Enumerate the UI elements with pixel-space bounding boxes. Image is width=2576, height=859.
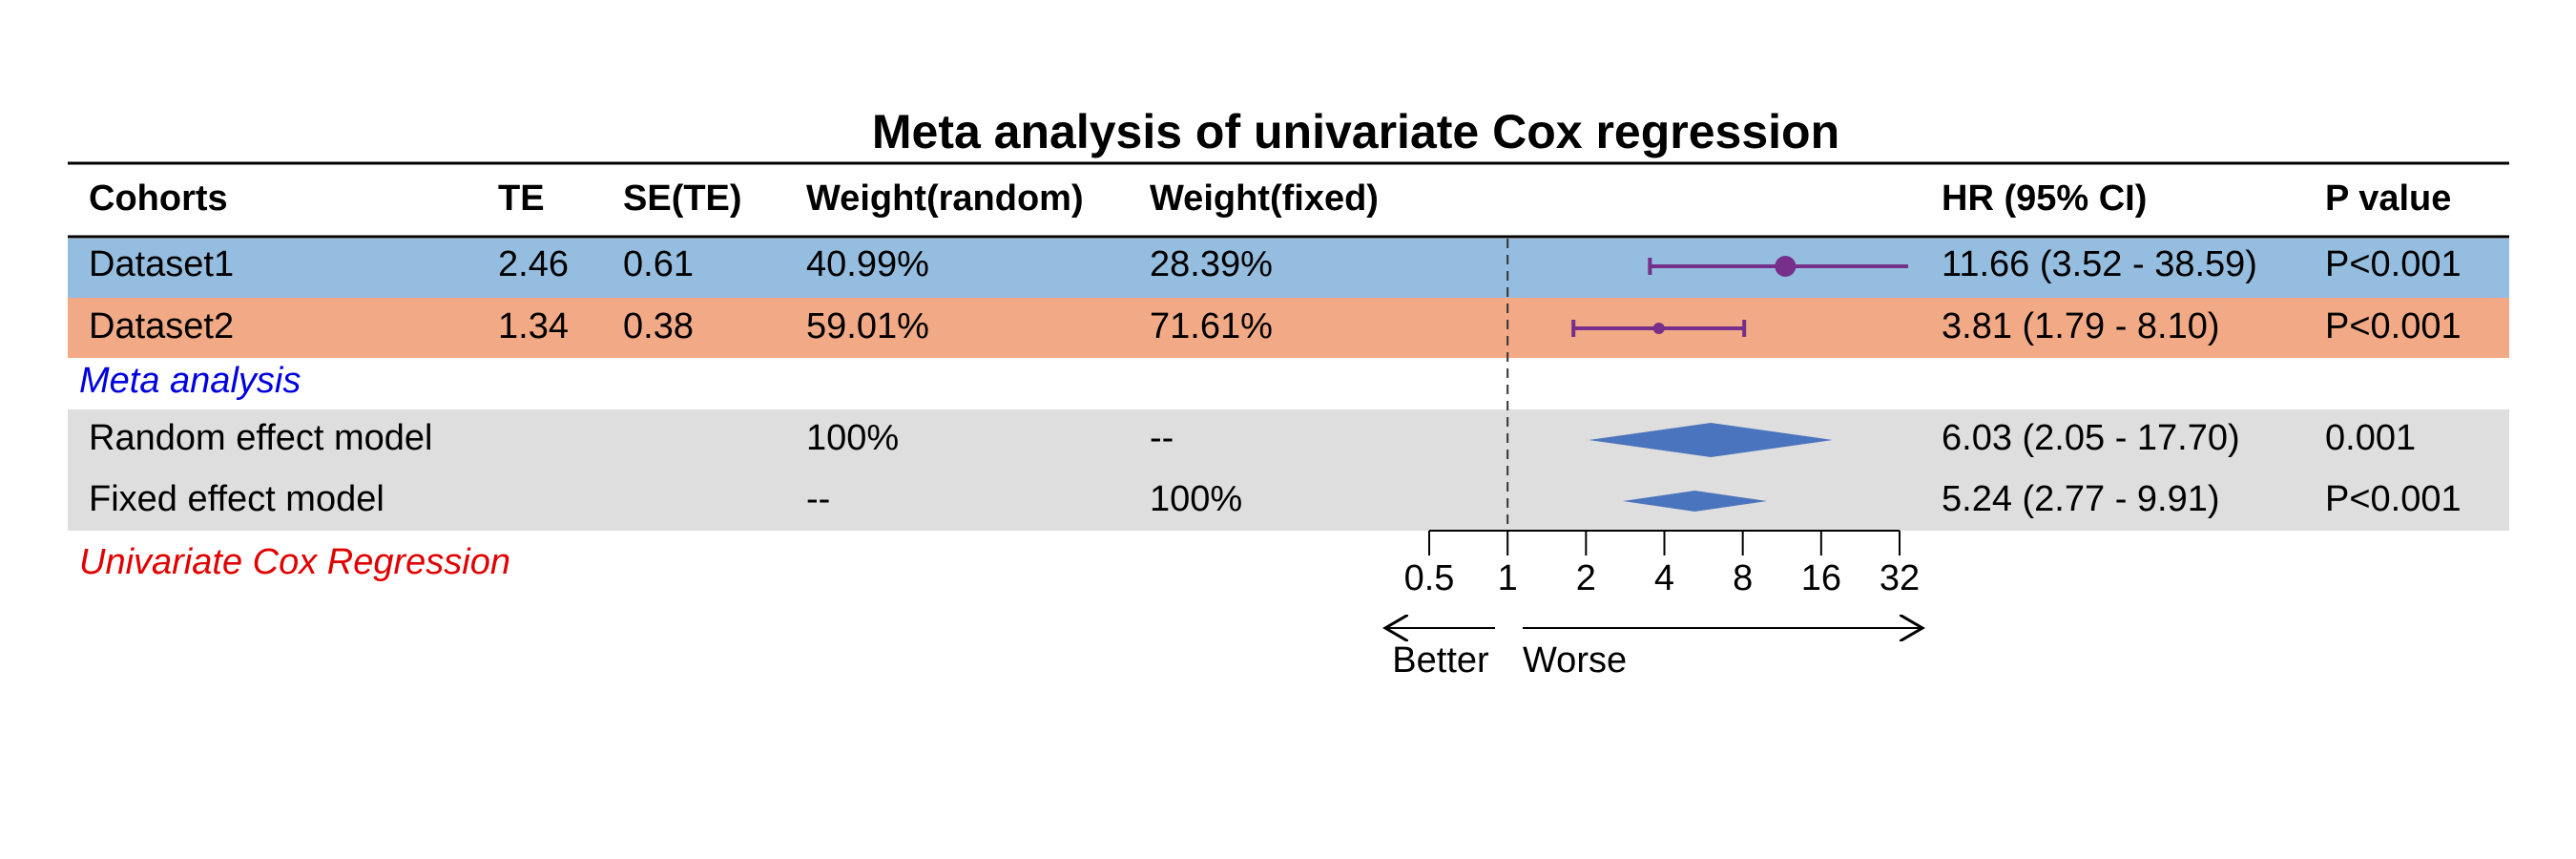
x-tick-label: 4 [1654,558,1674,598]
better-label: Better [1392,640,1489,681]
row-band [68,239,2509,298]
column-header: HR (95% CI) [1942,178,2147,219]
x-tick-label: 16 [1801,558,1841,598]
column-header: Weight(fixed) [1150,178,1379,219]
x-tick-label: 0.5 [1404,558,1455,598]
cell: 6.03 (2.05 - 17.70) [1942,418,2240,458]
cell: 2.46 [498,244,569,284]
point-estimate [1652,323,1665,334]
cell: P<0.001 [2325,244,2462,284]
cell: 0.001 [2325,418,2416,458]
cell: 3.81 (1.79 - 8.10) [1942,306,2220,346]
cell: -- [806,479,830,519]
cell: Dataset2 [89,306,234,346]
cell: Dataset1 [89,244,234,284]
x-tick-label: 8 [1733,558,1753,598]
cell: 71.61% [1150,306,1273,346]
x-tick-label: 2 [1576,558,1596,598]
cell: 11.66 (3.52 - 38.59) [1942,244,2257,284]
row-band [68,409,2509,531]
x-tick-label: 32 [1880,558,1920,598]
section-label: Meta analysis [79,361,301,401]
footnote: Univariate Cox Regression [79,542,510,582]
cell: 1.34 [498,306,569,346]
cell: Random effect model [89,418,433,458]
column-header: P value [2325,178,2451,219]
row-band [68,298,2509,358]
cell: 100% [1150,479,1242,519]
cell: -- [1150,418,1174,458]
column-header: Weight(random) [806,178,1084,219]
cell: 40.99% [806,244,929,284]
cell: 0.38 [623,306,694,346]
cell: P<0.001 [2325,306,2462,346]
summary-diamond [1622,491,1768,512]
summary-diamond [1589,423,1833,457]
column-header: SE(TE) [623,178,742,219]
cell: Fixed effect model [89,479,384,519]
column-header: TE [498,178,545,219]
plot-area [1571,256,1908,512]
chart-title: Meta analysis of univariate Cox regressi… [872,105,1839,158]
cell: 0.61 [623,244,694,284]
column-header: Cohorts [89,178,228,219]
cell: 5.24 (2.77 - 9.91) [1942,479,2220,519]
cell: 28.39% [1150,244,1273,284]
cell: 100% [806,418,899,458]
cell: 59.01% [806,306,929,346]
point-estimate [1775,256,1797,277]
worse-label: Worse [1523,640,1627,681]
x-tick-label: 1 [1498,558,1518,598]
cell: P<0.001 [2325,479,2462,519]
